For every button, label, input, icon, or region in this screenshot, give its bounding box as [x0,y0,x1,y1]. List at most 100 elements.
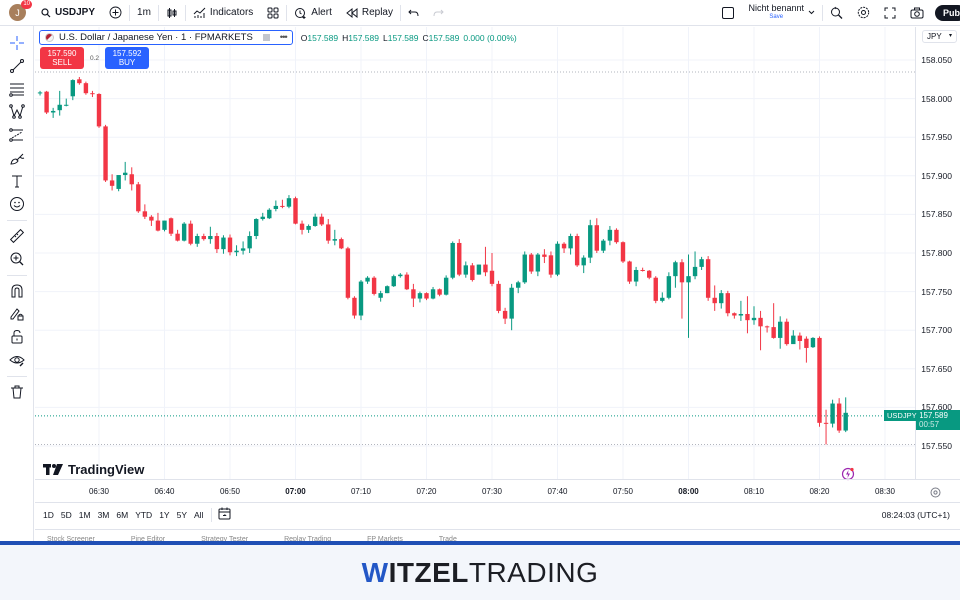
undo-button[interactable] [401,0,426,26]
fullscreen-button[interactable] [877,0,903,26]
magnet-tool[interactable] [6,280,28,302]
tradingview-logo-icon [43,464,63,475]
publish-button[interactable]: Pub [935,4,960,21]
divider [129,4,131,21]
range-button-5d[interactable]: 5D [60,509,72,520]
range-button-3m[interactable]: 3M [97,509,110,520]
measure-tool[interactable] [6,225,28,247]
fib-tool[interactable] [6,78,28,100]
magnet-icon [11,284,22,298]
avatar[interactable]: J 10 [9,0,32,21]
axis-settings-button[interactable] [930,485,941,503]
alert-button[interactable]: Alert [287,0,339,26]
symbol-label: USDJPY [55,7,96,18]
bottom-tab[interactable]: Strategy Tester [201,536,249,542]
snapshot-button[interactable] [903,0,931,26]
price-axis[interactable]: JPY ▾ 157.589 00:57 158.050 158.000 157.950… [915,27,960,479]
brand-footer: W ITZEL TRADING [0,541,960,600]
camera-icon [910,7,924,18]
indicators-icon [193,7,206,18]
price-tick-label: 157.700 [921,325,952,336]
price-tick-label: 157.650 [921,363,952,374]
range-button-5y[interactable]: 5Y [176,509,187,520]
icon-tool[interactable] [6,193,28,215]
range-button-all[interactable]: All [194,509,204,520]
time-tick-label: 07:20 [416,487,437,496]
flag-icon [262,34,270,41]
bottom-tab[interactable]: FP Markets [367,536,403,542]
range-button-1y[interactable]: 1Y [159,509,170,520]
price-tick-label: 157.750 [921,286,952,297]
price-chart-canvas[interactable] [35,27,915,479]
smiley-icon [9,197,24,211]
prediction-tool[interactable] [6,124,28,146]
layout-name-button[interactable]: Nicht benannt Save [741,0,822,26]
symbol-search-button[interactable]: USDJPY [34,0,102,26]
divider [822,4,823,21]
range-button-ytd[interactable]: YTD [135,509,153,520]
quick-search-icon [831,6,843,19]
forecast-icon [8,128,23,142]
bottom-tab[interactable]: Stock Screener [47,536,95,542]
time-tick-label: 08:10 [743,487,765,496]
layouts-button[interactable] [260,0,286,26]
chart-container: U.S. Dollar / Japanese Yen · 1 · FPMARKE… [35,27,960,542]
more-icon[interactable]: ••• [279,32,288,43]
quick-search-button[interactable] [823,0,850,26]
lock-tool[interactable] [6,326,28,348]
search-icon [41,7,51,17]
plus-circle-icon [109,6,122,19]
divider [286,4,288,21]
symbol-title[interactable]: U.S. Dollar / Japanese Yen · 1 · FPMARKE… [39,30,293,45]
price-tick-label: 157.950 [921,132,952,143]
bottom-tab[interactable]: Pine Editor [130,536,166,542]
zoom-in-tool[interactable] [6,248,28,270]
trendline-tool[interactable] [6,55,28,77]
layout-select[interactable] [715,0,741,26]
divider [6,376,27,377]
indicators-button[interactable]: Indicators [186,0,260,26]
timezone-clock[interactable]: 08:24:03 (UTC+1) [881,509,950,520]
pattern-tool[interactable] [6,101,28,123]
time-tick-label: 08:20 [809,487,830,496]
text-tool[interactable] [6,170,28,192]
horizontal-lines-icon [8,83,24,97]
range-bar: 1D 5D 1M 3M 6M YTD 1Y 5Y All 08:24:03 (UTC+1) [35,502,960,526]
price-tick-label: 157.900 [921,170,952,181]
currency-select[interactable]: JPY ▾ [922,30,957,43]
time-tick-label: 08:30 [874,487,896,496]
hide-drawings-tool[interactable] [6,349,28,371]
range-button-1m[interactable]: 1M [78,509,91,520]
compare-button[interactable] [102,0,129,26]
interval-button[interactable]: 1m [137,7,151,18]
lock-drawings-tool[interactable] [6,303,28,325]
crosshair-tool[interactable] [6,32,28,54]
sell-button[interactable]: 157.590 SELL [40,47,84,69]
time-tick-label: 06:40 [154,487,175,496]
divider [157,4,159,21]
time-tick-label: 07:10 [350,487,372,496]
spread-value: 0.2 [90,54,100,62]
redo-button[interactable] [426,0,451,26]
range-button-6m[interactable]: 6M [116,509,129,520]
rewind-icon [346,7,358,18]
fullscreen-icon [884,7,896,18]
buy-button[interactable]: 157.592 BUY [105,47,150,69]
settings-button[interactable] [850,0,877,26]
time-axis[interactable]: 06:30 06:40 06:50 07:00 07:10 07:20 07:30 07:40… [35,479,960,501]
text-icon [11,175,22,188]
ohlc-values: O157.589 H157.589 L157.589 C157.589 0.00… [300,32,517,43]
chart-type-button[interactable] [159,0,185,26]
calendar-icon [218,507,231,520]
eye-icon [8,356,25,367]
replay-button[interactable]: Replay [339,0,400,26]
brush-tool[interactable] [6,147,28,169]
remove-drawings-tool[interactable] [6,381,28,403]
witzeltrading-logo: W ITZEL TRADING [361,556,599,588]
go-to-date-button[interactable] [218,507,231,522]
range-button-1d[interactable]: 1D [43,509,54,520]
bottom-tab[interactable]: Replay Trading [284,536,332,542]
bottom-tab[interactable]: Trade [438,536,457,542]
price-tick-label: 158.050 [921,55,952,65]
pencil-lock-icon [10,308,23,321]
